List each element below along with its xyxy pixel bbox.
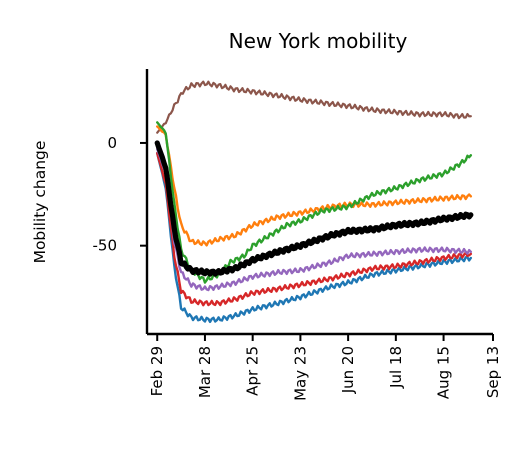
- series-group: [154, 80, 474, 324]
- series-line-4: [156, 147, 473, 292]
- x-tick-label: Apr 25: [244, 346, 262, 396]
- x-tick-label: May 23: [291, 346, 309, 401]
- y-tick-label: 0: [107, 134, 117, 152]
- chart-title: New York mobility: [229, 29, 408, 53]
- x-tick-label: Jun 20: [339, 346, 357, 394]
- y-tick-label: -50: [93, 237, 118, 255]
- x-tick-label: Aug 15: [435, 346, 453, 399]
- x-ticks: Feb 29 Mar 28 Apr 25 May 23 Jun 20 Jul 18 Aug …: [148, 334, 502, 401]
- x-tick-label: Sep 13: [484, 346, 502, 398]
- y-ticks: 0 -50: [93, 134, 147, 255]
- series-line-3: [156, 152, 473, 307]
- series-line-5: [156, 125, 473, 247]
- series-line-1: [156, 80, 472, 134]
- series-line-6: [156, 121, 473, 284]
- x-tick-label: Jul 18: [387, 346, 405, 389]
- y-axis-label: Mobility change: [31, 141, 49, 264]
- x-tick-label: Mar 28: [196, 346, 214, 398]
- series-line-7: [154, 140, 474, 277]
- series-line-2: [156, 152, 473, 324]
- x-tick-label: Feb 29: [148, 346, 166, 396]
